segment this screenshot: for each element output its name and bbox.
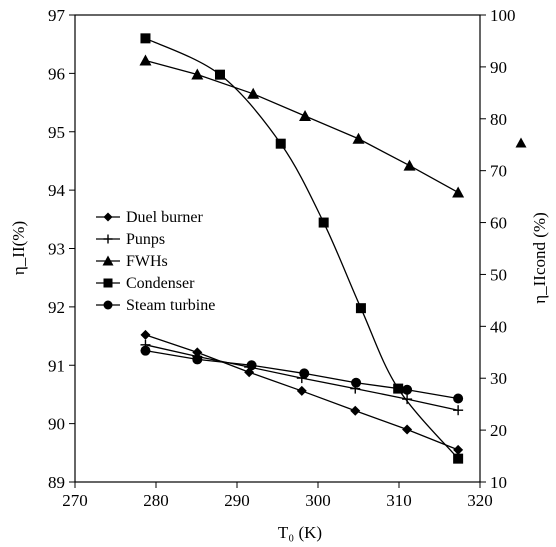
circle-marker	[453, 393, 464, 404]
left-y-tick-label: 91	[48, 356, 65, 375]
left-y-tick-label: 97	[48, 6, 66, 25]
square-marker	[103, 278, 113, 288]
plus-marker	[402, 394, 413, 405]
right-y-tick-label: 60	[490, 214, 507, 233]
right-y-tick-label: 10	[490, 473, 507, 492]
series-line	[145, 59, 459, 194]
square-marker	[140, 33, 151, 44]
left-y-tick-label: 92	[48, 298, 65, 317]
plus-marker	[453, 405, 464, 416]
plot-border	[74, 14, 481, 483]
circle-marker	[402, 384, 413, 395]
legend-item: Duel burner	[96, 209, 204, 226]
legend-label: Punps	[126, 231, 165, 248]
square-marker	[355, 303, 366, 314]
left-y-tick-label: 95	[48, 123, 65, 142]
series-condenser	[140, 33, 464, 464]
diamond-marker	[140, 329, 151, 340]
x-axis-title: T₀ (K)	[278, 523, 322, 542]
diamond-marker	[453, 444, 464, 455]
diamond-marker	[402, 424, 413, 435]
square-marker	[214, 69, 225, 80]
triangle-marker	[191, 68, 204, 80]
plus-marker	[103, 234, 113, 244]
x-axis: 270 280 290 300 310 320	[62, 482, 493, 510]
right-y-tick-label: 30	[490, 369, 507, 388]
series-layer	[139, 33, 465, 464]
right-axis-series-marker	[515, 137, 527, 148]
x-tick-label: 270	[62, 491, 88, 510]
diamond-marker	[103, 212, 113, 222]
series-steam-turbine	[140, 345, 464, 404]
x-tick-label: 310	[386, 491, 412, 510]
right-y-tick-label: 100	[490, 6, 516, 25]
legend-label: FWHs	[126, 253, 168, 270]
right-y-axis-title: η_IIcond (%)	[530, 212, 549, 304]
triangle-marker	[102, 255, 114, 266]
circle-marker	[103, 300, 113, 310]
x-tick-label: 290	[224, 491, 250, 510]
right-y-tick-label: 70	[490, 162, 507, 181]
legend-item: FWHs	[96, 253, 168, 270]
circle-marker	[299, 368, 310, 379]
series-duel-burner	[140, 329, 464, 455]
triangle-marker	[139, 54, 152, 66]
left-y-tick-label: 89	[48, 473, 65, 492]
legend-label: Steam turbine	[126, 297, 215, 314]
circle-marker	[140, 345, 151, 356]
left-y-tick-label: 94	[48, 181, 66, 200]
right-y-tick-label: 50	[490, 265, 507, 284]
x-tick-label: 280	[143, 491, 169, 510]
right-y-tick-label: 90	[490, 58, 507, 77]
right-y-tick-label: 40	[490, 317, 507, 336]
left-y-tick-label: 96	[48, 64, 65, 83]
triangle-marker	[299, 109, 312, 121]
left-y-tick-label: 90	[48, 415, 65, 434]
circle-marker	[246, 360, 257, 371]
diamond-marker	[350, 405, 361, 416]
right-y-tick-label: 20	[490, 421, 507, 440]
triangle-marker	[452, 186, 465, 198]
left-y-tick-label: 93	[48, 240, 65, 259]
circle-marker	[192, 354, 203, 365]
circle-marker	[351, 377, 362, 388]
series-fwhs	[139, 54, 465, 198]
plot-frame	[74, 14, 481, 483]
diamond-marker	[296, 385, 307, 396]
left-y-axis-title: η_II(%)	[9, 221, 28, 275]
triangle-marker	[247, 87, 260, 99]
square-marker	[275, 138, 286, 149]
legend-item: Punps	[96, 231, 165, 248]
square-marker	[318, 217, 329, 228]
legend: Duel burner Punps FWHs Condenser Steam turbi…	[96, 209, 215, 314]
legend-item: Steam turbine	[96, 297, 215, 314]
legend-item: Condenser	[96, 275, 195, 292]
right-y-tick-label: 80	[490, 110, 507, 129]
triangle-marker	[403, 159, 416, 171]
left-y-axis: 89 90 91 92 93 94 95 96 97	[48, 6, 75, 492]
legend-label: Condenser	[126, 275, 195, 292]
square-marker	[453, 453, 464, 464]
x-tick-label: 320	[467, 491, 493, 510]
triangle-marker	[352, 132, 365, 144]
right-y-axis: 10 20 30 40 50 60 70 80 90 100	[480, 6, 527, 492]
legend-label: Duel burner	[126, 209, 204, 226]
x-tick-label: 300	[305, 491, 331, 510]
